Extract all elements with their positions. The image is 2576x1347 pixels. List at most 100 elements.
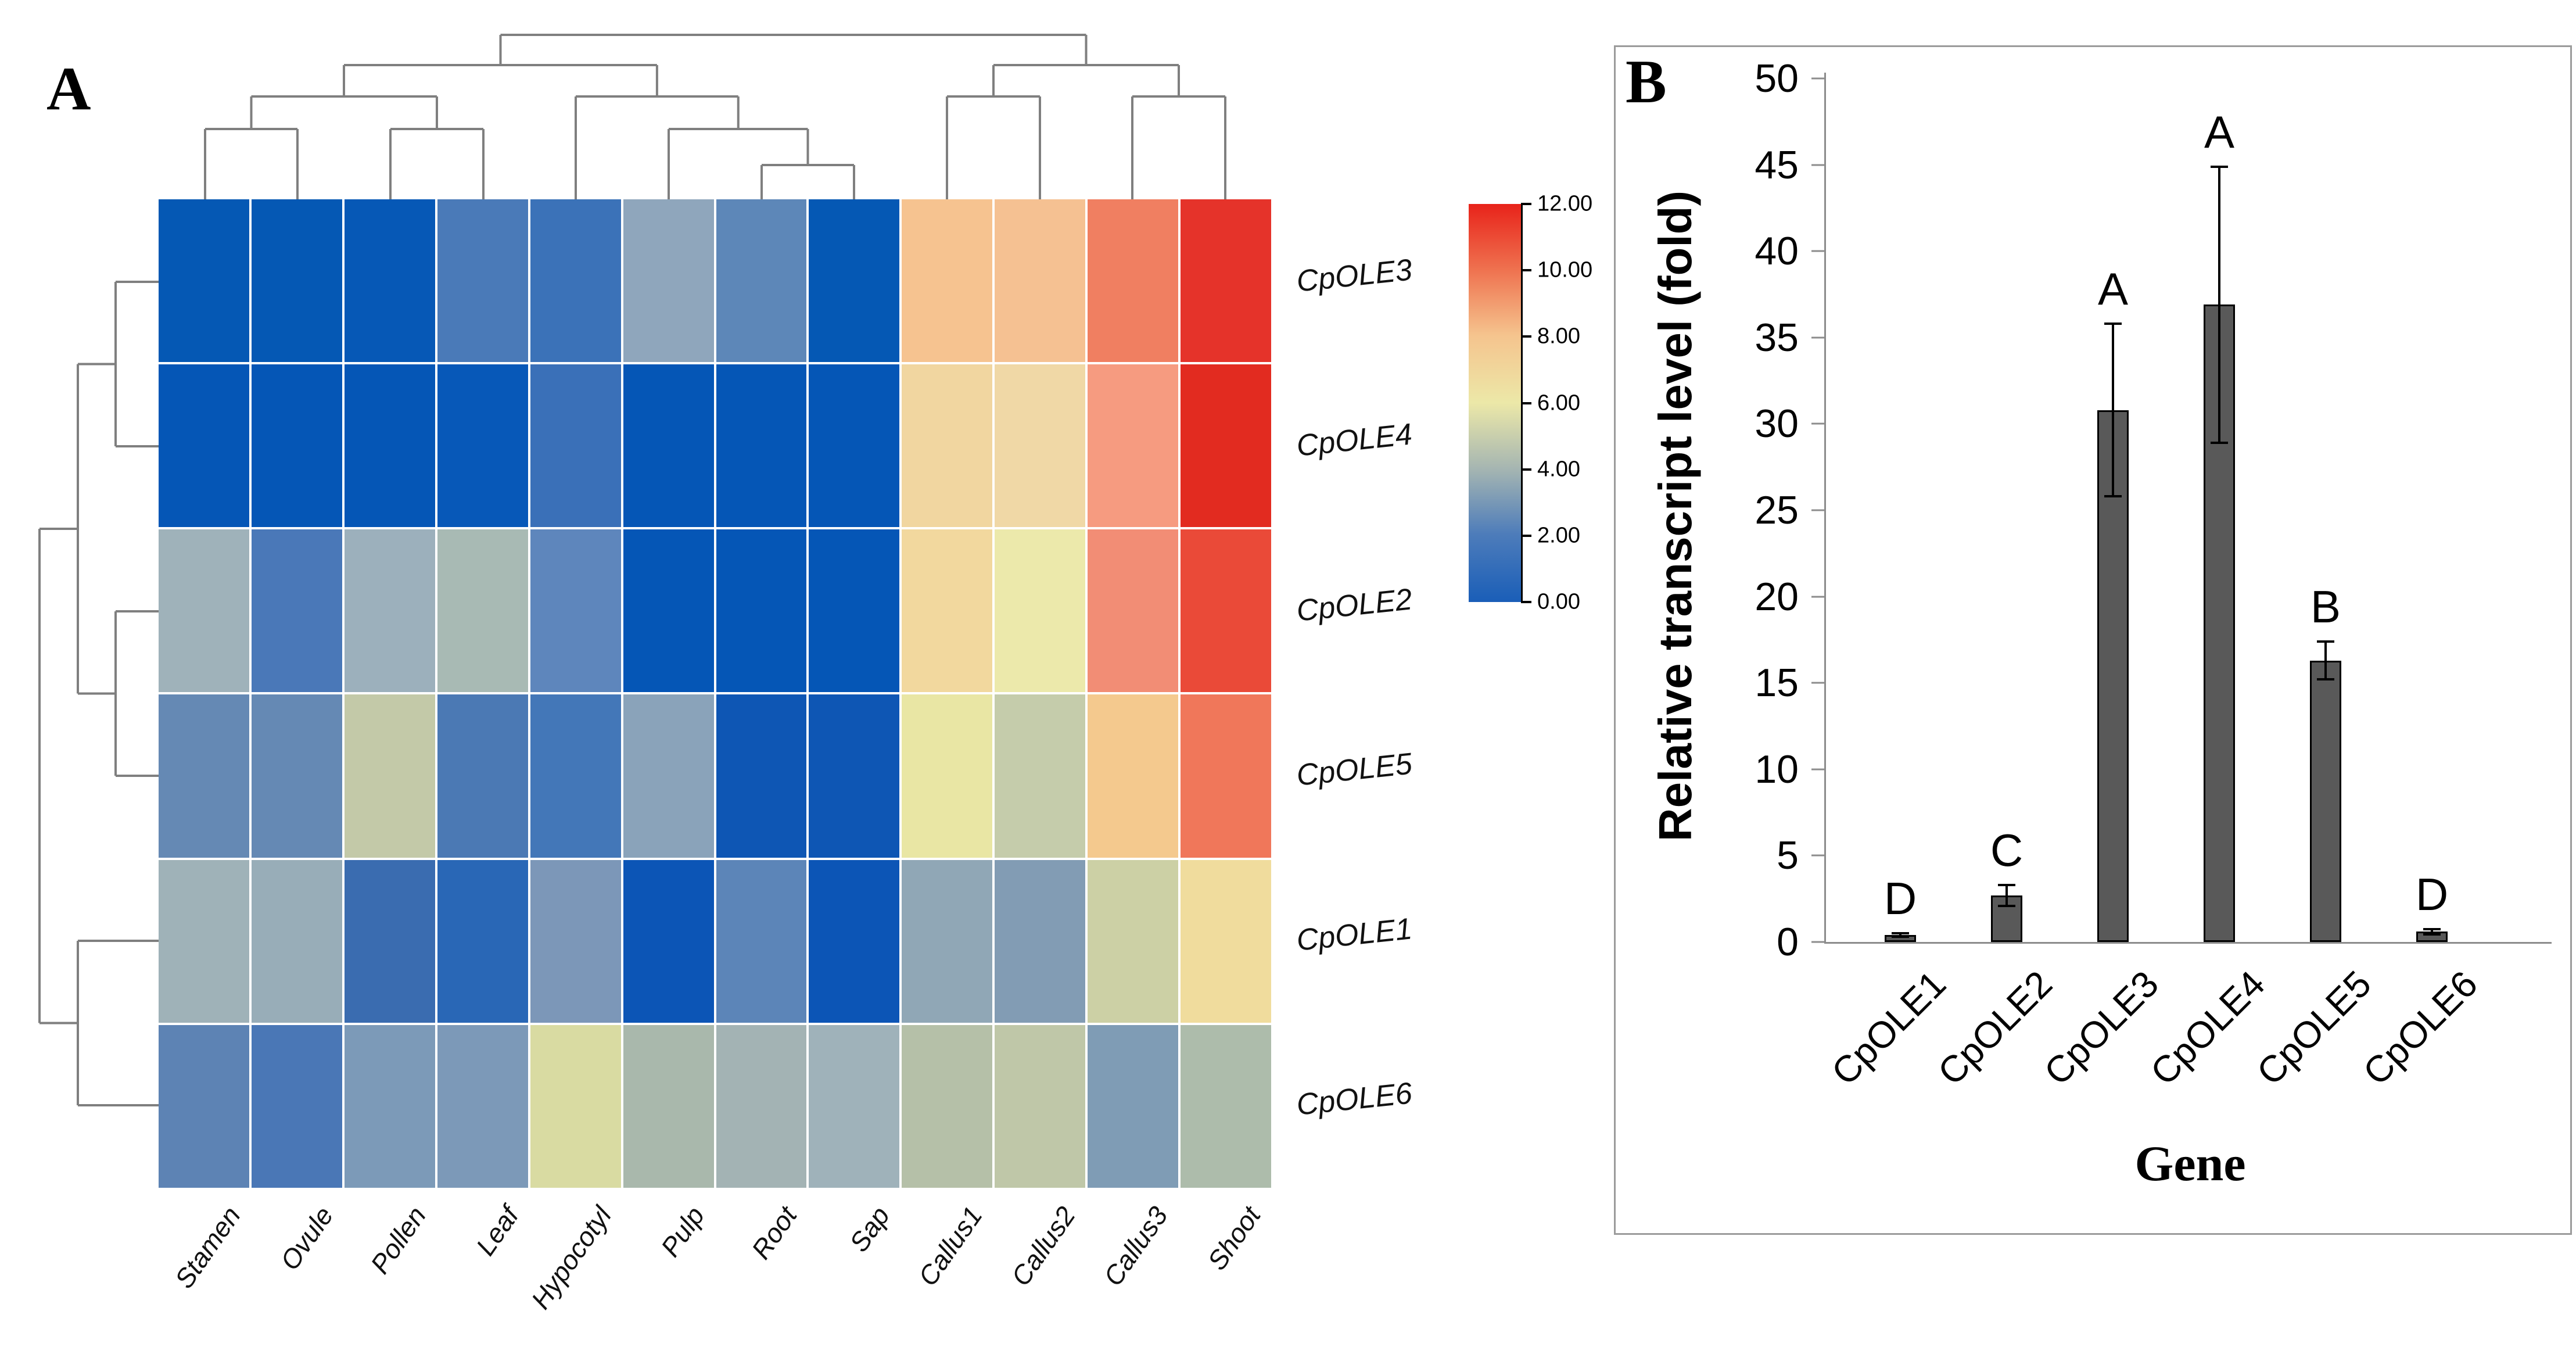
heatmap-cell-CpOLE2-Sap xyxy=(809,529,900,693)
heatmap-cell-CpOLE5-Leaf xyxy=(437,694,528,858)
error-bar-cap xyxy=(2104,495,2122,498)
heatmap-cell-CpOLE3-Ovule xyxy=(251,199,342,363)
y-tick-mark xyxy=(1811,509,1825,511)
significance-letter-CpOLE3: A xyxy=(2097,263,2129,315)
y-tick-label-20: 20 xyxy=(1755,574,1799,619)
heatmap-cell-CpOLE6-Pollen xyxy=(344,1024,435,1188)
error-bar-cap xyxy=(2423,927,2441,930)
colorbar-tick-label: 4.00 xyxy=(1537,457,1580,482)
significance-letter-CpOLE2: C xyxy=(1990,824,2024,876)
heatmap-cell-CpOLE3-Root xyxy=(716,199,807,363)
heatmap-cell-CpOLE4-Stamen xyxy=(159,364,249,528)
error-bar-cap xyxy=(2317,678,2334,681)
heatmap-cell-CpOLE2-Callus1 xyxy=(902,529,993,693)
y-tick-mark xyxy=(1811,77,1825,80)
heatmap-cell-CpOLE3-Sap xyxy=(809,199,900,363)
heatmap-cell-CpOLE2-Stamen xyxy=(159,529,249,693)
error-bar-CpOLE3 xyxy=(2112,324,2114,497)
heatmap-cell-CpOLE5-Callus2 xyxy=(995,694,1086,858)
heatmap-cell-CpOLE1-Shoot xyxy=(1181,859,1271,1023)
error-bar-cap xyxy=(1998,883,2015,886)
error-bar-CpOLE1 xyxy=(1899,933,1901,937)
heatmap-cell-CpOLE4-Callus2 xyxy=(995,364,1086,528)
error-bar-cap xyxy=(1892,936,1909,938)
heatmap-cell-CpOLE3-Leaf xyxy=(437,199,528,363)
error-bar-cap xyxy=(2211,165,2228,168)
colorbar-tick xyxy=(1521,335,1531,338)
heatmap-cell-CpOLE5-Pollen xyxy=(344,694,435,858)
y-tick-mark xyxy=(1811,596,1825,598)
heatmap-cell-CpOLE6-Shoot xyxy=(1181,1024,1271,1188)
y-tick-mark xyxy=(1811,164,1825,166)
heatmap-cell-CpOLE1-Leaf xyxy=(437,859,528,1023)
heatmap-cell-CpOLE3-Callus1 xyxy=(902,199,993,363)
heatmap-cell-CpOLE2-Ovule xyxy=(251,529,342,693)
panel-a-label: A xyxy=(46,55,91,123)
heatmap-cell-CpOLE2-Root xyxy=(716,529,807,693)
heatmap-cell-CpOLE4-Root xyxy=(716,364,807,528)
heatmap-cell-CpOLE4-Sap xyxy=(809,364,900,528)
heatmap-cell-CpOLE6-Ovule xyxy=(251,1024,342,1188)
error-bar-cap xyxy=(2317,640,2334,643)
heatmap-cell-CpOLE5-Ovule xyxy=(251,694,342,858)
panel-b-border xyxy=(1614,45,2572,1235)
heatmap-cell-CpOLE4-Ovule xyxy=(251,364,342,528)
heatmap-cell-CpOLE5-Callus1 xyxy=(902,694,993,858)
y-tick-mark xyxy=(1811,941,1825,943)
error-bar-CpOLE4 xyxy=(2218,166,2220,443)
y-axis-line xyxy=(1824,73,1826,942)
heatmap-cell-CpOLE6-Callus1 xyxy=(902,1024,993,1188)
heatmap-cell-CpOLE4-Pulp xyxy=(623,364,714,528)
heatmap-cell-CpOLE5-Stamen xyxy=(159,694,249,858)
heatmap-cell-CpOLE2-Shoot xyxy=(1181,529,1271,693)
y-tick-label-40: 40 xyxy=(1755,229,1799,274)
colorbar-tick xyxy=(1521,203,1531,205)
colorbar-tick-label: 8.00 xyxy=(1537,324,1580,349)
colorbar-tick-label: 10.00 xyxy=(1537,257,1593,282)
heatmap-cell-CpOLE2-Hypocotyl xyxy=(530,529,621,693)
heatmap-cell-CpOLE3-Callus3 xyxy=(1088,199,1179,363)
heatmap-cell-CpOLE1-Pulp xyxy=(623,859,714,1023)
heatmap-cell-CpOLE2-Pulp xyxy=(623,529,714,693)
heatmap-cell-CpOLE5-Callus3 xyxy=(1088,694,1179,858)
y-tick-label-30: 30 xyxy=(1755,402,1799,446)
error-bar-cap xyxy=(1998,904,2015,907)
colorbar-tick xyxy=(1521,402,1531,404)
colorbar-tick xyxy=(1521,269,1531,272)
y-tick-label-10: 10 xyxy=(1755,747,1799,791)
heatmap-cell-CpOLE1-Ovule xyxy=(251,859,342,1023)
bar-CpOLE3 xyxy=(2097,410,2129,942)
colorbar-tick-label: 12.00 xyxy=(1537,191,1593,216)
y-tick-mark xyxy=(1811,422,1825,425)
y-tick-label-25: 25 xyxy=(1755,488,1799,532)
error-bar-cap xyxy=(2211,442,2228,445)
heatmap-cell-CpOLE6-Root xyxy=(716,1024,807,1188)
error-bar-CpOLE5 xyxy=(2324,641,2327,680)
heatmap-cell-CpOLE3-Stamen xyxy=(159,199,249,363)
heatmap-cell-CpOLE2-Callus2 xyxy=(995,529,1086,693)
y-tick-mark xyxy=(1811,682,1825,684)
heatmap-cell-CpOLE4-Leaf xyxy=(437,364,528,528)
y-tick-mark xyxy=(1811,336,1825,339)
heatmap-cell-CpOLE3-Callus2 xyxy=(995,199,1086,363)
heatmap-cell-CpOLE3-Pollen xyxy=(344,199,435,363)
heatmap-cell-CpOLE5-Pulp xyxy=(623,694,714,858)
heatmap-cell-CpOLE6-Hypocotyl xyxy=(530,1024,621,1188)
heatmap-cell-CpOLE4-Hypocotyl xyxy=(530,364,621,528)
error-bar-cap xyxy=(2423,933,2441,936)
bar-CpOLE5 xyxy=(2310,660,2341,942)
significance-letter-CpOLE5: B xyxy=(2310,581,2341,632)
y-tick-label-45: 45 xyxy=(1755,142,1799,187)
heatmap-cell-CpOLE2-Leaf xyxy=(437,529,528,693)
heatmap-cell-CpOLE2-Pollen xyxy=(344,529,435,693)
heatmap-cell-CpOLE6-Stamen xyxy=(159,1024,249,1188)
heatmap-cell-CpOLE5-Shoot xyxy=(1181,694,1271,858)
y-tick-label-15: 15 xyxy=(1755,661,1799,705)
colorbar xyxy=(1469,204,1523,602)
heatmap-cell-CpOLE4-Pollen xyxy=(344,364,435,528)
column-dendrogram xyxy=(204,34,1226,199)
y-tick-label-5: 5 xyxy=(1777,833,1799,878)
x-axis-line xyxy=(1824,942,2552,944)
panel-b-label: B xyxy=(1626,48,1667,116)
